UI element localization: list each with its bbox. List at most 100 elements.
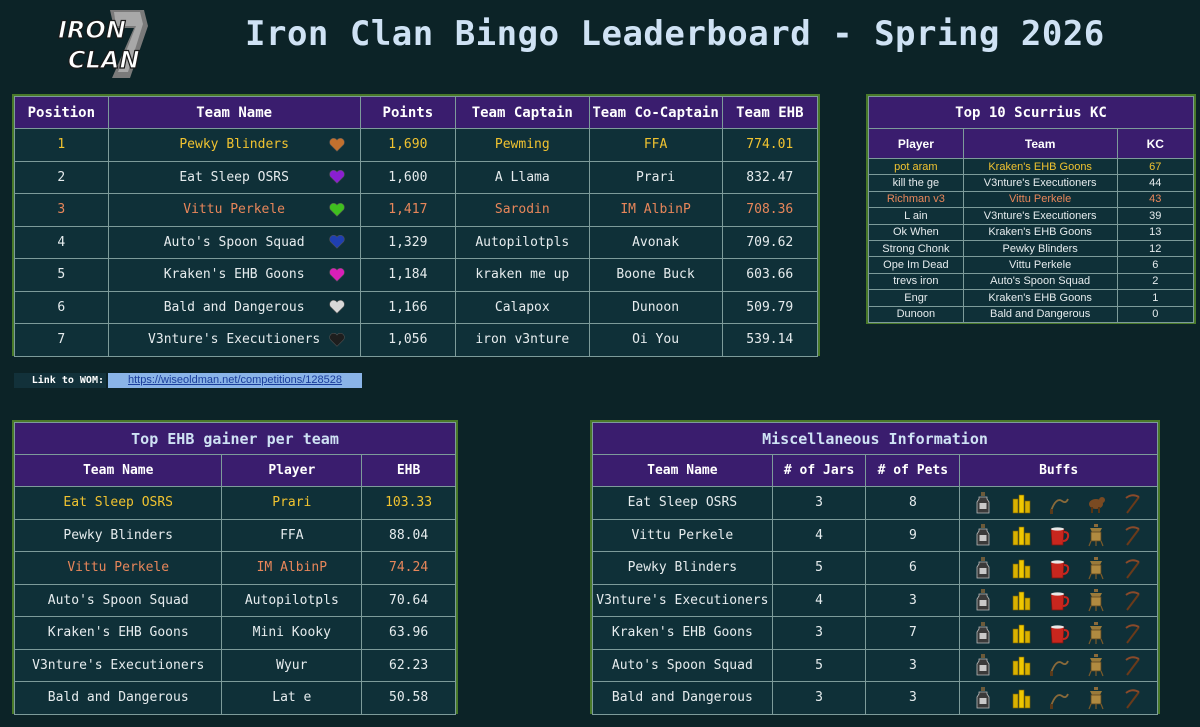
team-cell: Auto's Spoon Squad [592, 648, 773, 682]
misc-header-row: Team Name # of Jars # of Pets Buffs [592, 454, 1158, 487]
buffs-list [960, 653, 1157, 677]
team-cell: Bald and Dangerous [13, 681, 223, 715]
table-row: Pewky Blinders FFA 88.04 [13, 518, 456, 552]
buffs-cell [959, 518, 1158, 552]
heart-icon [328, 266, 346, 284]
table-row: Dunoon Bald and Dangerous 0 [868, 305, 1195, 323]
svg-text:IRON: IRON [58, 16, 126, 44]
team-name: Auto's Spoon Squad [163, 234, 305, 250]
cocaptain-cell: Oi You [588, 323, 723, 357]
points-cell: 1,056 [359, 323, 457, 357]
ehb-cell: 62.23 [361, 648, 456, 682]
team-cell: Vittu Perkele [962, 190, 1118, 209]
table-row: trevs iron Auto's Spoon Squad 2 [868, 272, 1195, 291]
team-cell: Kraken's EHB Goons [962, 289, 1118, 307]
heart-icon [328, 136, 346, 154]
table-row: 2 Eat Sleep OSRS 1,600 A Llama Prari 832.47 [14, 160, 819, 194]
team-name-cell: Bald and Dangerous [107, 290, 361, 324]
scythe-icon [1123, 556, 1145, 580]
points-cell: 1,600 [359, 160, 457, 194]
pets-cell: 7 [865, 616, 961, 650]
kc-cell: 43 [1116, 190, 1195, 209]
buffs-list [960, 686, 1157, 710]
player-cell: kill the ge [868, 174, 964, 192]
column-header: Points [359, 96, 457, 129]
scythe-icon [1123, 621, 1145, 645]
leaderboard-header-row: Position Team Name Points Team Captain Team … [14, 96, 819, 129]
cocaptain-cell: Boone Buck [588, 258, 723, 292]
team-name: Kraken's EHB Goons [163, 267, 305, 283]
table-row: L ain V3nture's Executioners 39 [868, 207, 1195, 225]
animal-icon [1085, 491, 1107, 515]
column-header: Team Name [592, 454, 773, 487]
ehb-cell: 509.79 [721, 290, 819, 324]
table-row: Kraken's EHB Goons 3 7 [592, 616, 1158, 650]
player-cell: Dunoon [868, 305, 964, 323]
table-row: Bald and Dangerous 3 3 [592, 681, 1158, 715]
player-cell: trevs iron [868, 272, 964, 291]
ehb-gainer-title: Top EHB gainer per team [14, 422, 456, 455]
points-cell: 1,166 [359, 290, 457, 324]
column-header: # of Jars [771, 454, 867, 487]
column-header: KC [1116, 128, 1195, 159]
bottle-icon [972, 621, 994, 645]
table-row: Vittu Perkele IM AlbinP 74.24 [13, 551, 456, 585]
column-header: # of Pets [865, 454, 961, 487]
column-header: Team Name [107, 96, 361, 129]
heart-icon [328, 331, 346, 349]
captain-cell: iron v3nture [455, 323, 590, 357]
team-name-cell: Eat Sleep OSRS [107, 160, 361, 194]
wom-link[interactable]: https://wiseoldman.net/competitions/1285… [108, 373, 362, 388]
coins-icon [1010, 556, 1032, 580]
iron-clan-logo: IRON CLAN [52, 6, 152, 82]
pets-cell: 3 [865, 583, 961, 617]
cocaptain-cell: FFA [588, 128, 723, 162]
team-cell: Vittu Perkele [962, 256, 1118, 274]
heart-icon [328, 233, 346, 251]
points-cell: 1,329 [359, 225, 457, 259]
team-name: Vittu Perkele [183, 202, 286, 218]
table-row: Engr Kraken's EHB Goons 1 [868, 289, 1195, 307]
pets-cell: 3 [865, 681, 961, 715]
lantern-icon [1085, 653, 1107, 677]
column-header: Team Co-Captain [588, 96, 723, 129]
team-name: V3nture's Executioners [148, 332, 321, 348]
ehb-cell: 74.24 [361, 551, 456, 585]
bottle-icon [972, 523, 994, 547]
misc-info-title: Miscellaneous Information [592, 422, 1158, 455]
ehb-cell: 103.33 [361, 486, 456, 520]
ehb-cell: 709.62 [721, 225, 819, 259]
scythe-icon [1123, 491, 1145, 515]
team-name: Eat Sleep OSRS [179, 169, 289, 185]
cocaptain-cell: Avonak [588, 225, 723, 259]
team-cell: V3nture's Executioners [592, 583, 773, 617]
buffs-cell [959, 583, 1158, 617]
pets-cell: 9 [865, 518, 961, 552]
player-cell: L ain [868, 207, 964, 225]
player-cell: Strong Chonk [868, 239, 964, 258]
player-cell: Richman v3 [868, 190, 964, 209]
player-cell: Prari [221, 486, 363, 520]
table-row: Auto's Spoon Squad Autopilotpls 70.64 [13, 583, 456, 617]
team-name-cell: Auto's Spoon Squad [107, 225, 361, 259]
player-cell: pot aram [868, 157, 964, 176]
buffs-cell [959, 648, 1158, 682]
whip-icon [1048, 653, 1070, 677]
scythe-icon [1123, 523, 1145, 547]
position-cell: 1 [14, 128, 109, 162]
player-cell: Engr [868, 289, 964, 307]
position-cell: 4 [14, 225, 109, 259]
bottle-icon [972, 588, 994, 612]
scythe-icon [1123, 653, 1145, 677]
ehb-cell: 708.36 [721, 193, 819, 227]
team-cell: V3nture's Executioners [13, 648, 223, 682]
kc-cell: 67 [1116, 157, 1195, 176]
cocaptain-cell: IM AlbinP [588, 193, 723, 227]
svg-text:CLAN: CLAN [68, 46, 140, 74]
team-cell: Kraken's EHB Goons [962, 157, 1118, 176]
team-name-cell: V3nture's Executioners [107, 323, 361, 357]
player-cell: FFA [221, 518, 363, 552]
jars-cell: 3 [771, 616, 867, 650]
coins-icon [1010, 523, 1032, 547]
kc-cell: 13 [1116, 223, 1195, 241]
